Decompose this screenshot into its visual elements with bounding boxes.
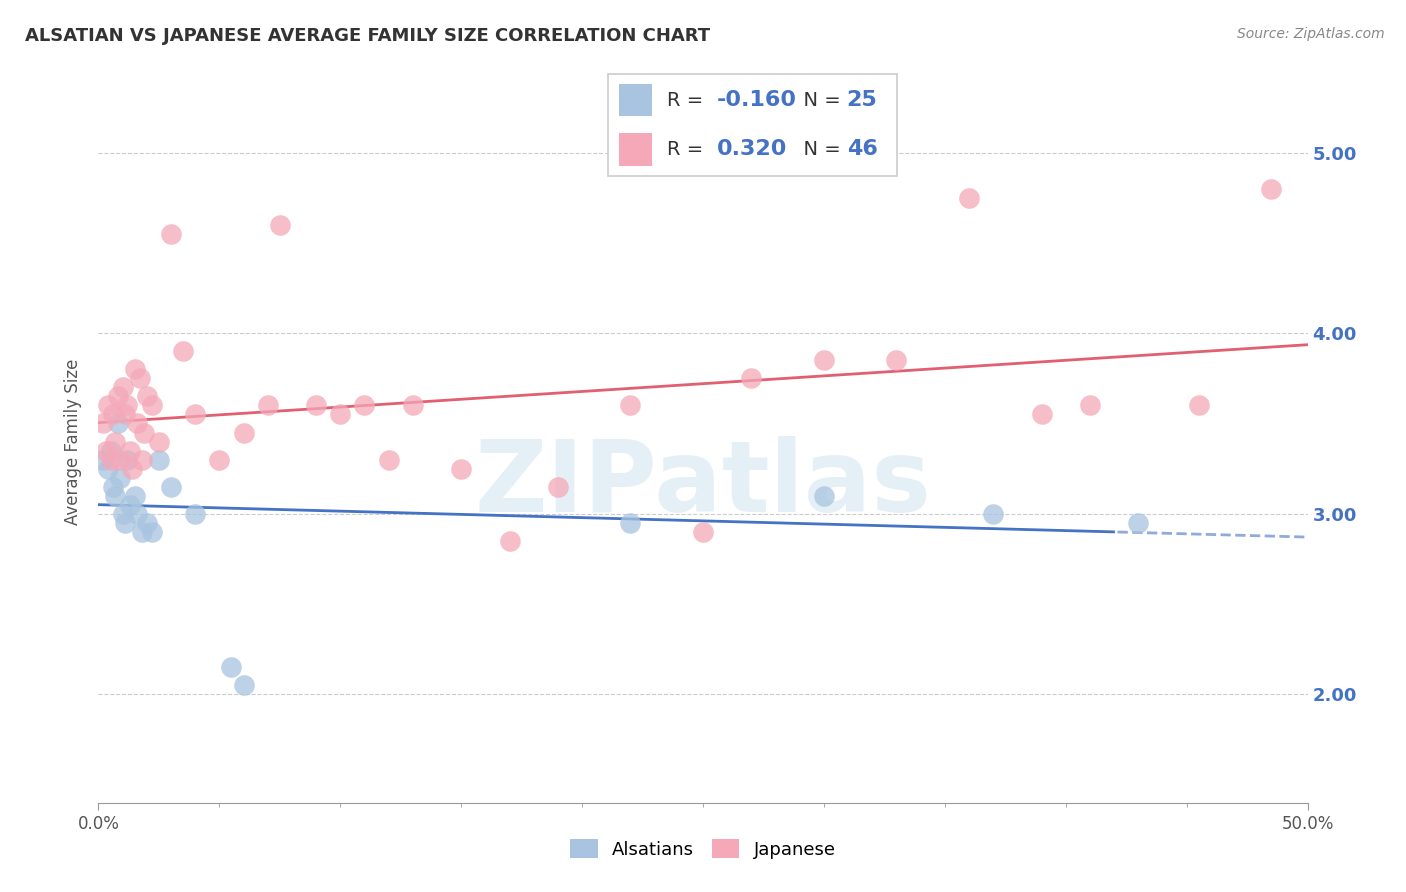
Point xyxy=(269,218,291,232)
Point xyxy=(101,480,124,494)
Point xyxy=(118,498,141,512)
Point xyxy=(957,191,980,205)
Point xyxy=(160,227,183,241)
Point xyxy=(131,452,153,467)
Point xyxy=(131,524,153,539)
Point xyxy=(402,398,425,412)
Point xyxy=(498,533,520,548)
Point xyxy=(184,507,207,521)
Point xyxy=(114,516,136,530)
Text: N =: N = xyxy=(790,91,846,110)
Point xyxy=(135,516,157,530)
Point xyxy=(148,452,170,467)
Point xyxy=(91,417,114,431)
Point xyxy=(124,489,146,503)
Point xyxy=(111,380,134,394)
Text: -0.160: -0.160 xyxy=(717,90,797,111)
Point xyxy=(692,524,714,539)
Point xyxy=(97,398,120,412)
Point xyxy=(135,389,157,403)
Point xyxy=(141,398,163,412)
Point xyxy=(108,470,131,484)
Point xyxy=(886,353,908,368)
Text: ZIPatlas: ZIPatlas xyxy=(475,436,931,533)
Point xyxy=(232,678,254,692)
Point xyxy=(1188,398,1211,412)
Text: 25: 25 xyxy=(846,90,877,111)
Point xyxy=(329,408,352,422)
Point xyxy=(813,489,835,503)
Text: 0.320: 0.320 xyxy=(717,139,787,160)
Point xyxy=(101,408,124,422)
Legend: Alsatians, Japanese: Alsatians, Japanese xyxy=(564,832,842,866)
Text: Source: ZipAtlas.com: Source: ZipAtlas.com xyxy=(1237,27,1385,41)
Text: N =: N = xyxy=(790,140,846,159)
Y-axis label: Average Family Size: Average Family Size xyxy=(65,359,83,524)
FancyBboxPatch shape xyxy=(607,73,897,177)
Point xyxy=(104,489,127,503)
Point xyxy=(118,443,141,458)
Text: R =: R = xyxy=(666,140,716,159)
Point xyxy=(104,434,127,449)
Point xyxy=(117,398,139,412)
Point xyxy=(256,398,278,412)
Point xyxy=(114,408,136,422)
Point xyxy=(97,461,120,475)
Bar xyxy=(620,134,652,166)
Point xyxy=(1260,181,1282,195)
Point xyxy=(128,371,150,385)
Point xyxy=(107,417,129,431)
Point xyxy=(94,443,117,458)
Point xyxy=(1031,408,1053,422)
Point xyxy=(1128,516,1150,530)
Point xyxy=(740,371,762,385)
Point xyxy=(124,362,146,376)
Point xyxy=(121,461,143,475)
Point xyxy=(221,660,243,674)
Point xyxy=(134,425,156,440)
Point xyxy=(232,425,254,440)
Point xyxy=(107,389,129,403)
Point xyxy=(1078,398,1101,412)
Point xyxy=(184,408,207,422)
Point xyxy=(208,452,231,467)
Point xyxy=(108,452,131,467)
Point xyxy=(100,443,122,458)
Point xyxy=(619,398,641,412)
Text: ALSATIAN VS JAPANESE AVERAGE FAMILY SIZE CORRELATION CHART: ALSATIAN VS JAPANESE AVERAGE FAMILY SIZE… xyxy=(25,27,710,45)
Point xyxy=(127,417,149,431)
Point xyxy=(813,353,835,368)
Point xyxy=(981,507,1004,521)
Point xyxy=(148,434,170,449)
Text: R =: R = xyxy=(666,91,709,110)
Point xyxy=(547,480,569,494)
Point xyxy=(160,480,183,494)
Point xyxy=(91,452,114,467)
Point xyxy=(305,398,328,412)
Bar xyxy=(620,84,652,116)
Point xyxy=(450,461,472,475)
Point xyxy=(353,398,375,412)
Point xyxy=(141,524,163,539)
Point xyxy=(377,452,399,467)
Text: 46: 46 xyxy=(846,139,877,160)
Point xyxy=(172,344,194,359)
Point xyxy=(111,507,134,521)
Point xyxy=(619,516,641,530)
Point xyxy=(127,507,149,521)
Point xyxy=(100,452,122,467)
Point xyxy=(117,452,139,467)
